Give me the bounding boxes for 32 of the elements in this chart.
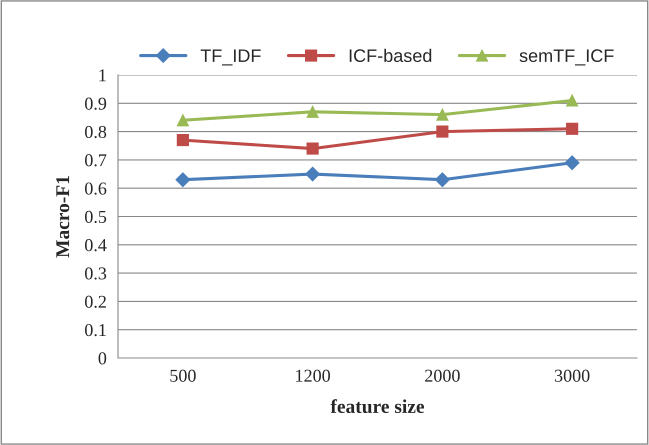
- point: [566, 94, 578, 107]
- y-tick-label: 0.3: [85, 267, 106, 280]
- x-tick-label: 500: [170, 370, 196, 382]
- y-axis-title: Macro-F1: [56, 176, 70, 258]
- point: [305, 166, 320, 182]
- y-tick-label: 1: [99, 69, 106, 82]
- point: [176, 134, 189, 146]
- y-tick-label: 0.2: [85, 296, 106, 308]
- legend-label: semTF_ICF: [520, 49, 614, 66]
- y-tick-label: 0.5: [85, 210, 106, 224]
- legend-label: TF_IDF: [200, 49, 261, 66]
- point: [436, 108, 448, 121]
- point: [175, 172, 190, 188]
- point: [306, 142, 319, 155]
- point: [564, 155, 580, 170]
- point: [566, 122, 578, 135]
- y-tick-label: 0.4: [85, 239, 107, 252]
- y-tick-label: 0.9: [85, 98, 106, 110]
- y-tick-label: 0.7: [85, 154, 106, 166]
- x-tick-label: 2000: [425, 370, 460, 382]
- point: [306, 106, 319, 118]
- legend-label: ICF-based: [350, 48, 432, 62]
- x-tick-label: 3000: [554, 370, 590, 382]
- point: [434, 172, 450, 188]
- y-tick-label: 0.6: [85, 182, 106, 195]
- y-tick-label: 0: [98, 352, 106, 364]
- y-tick-label: 0.1: [85, 324, 106, 336]
- x-axis-title: feature size: [330, 399, 424, 414]
- point: [176, 114, 189, 126]
- x-tick-label: 1200: [296, 370, 330, 382]
- point: [436, 126, 448, 138]
- y-tick-label: 0.8: [85, 126, 106, 138]
